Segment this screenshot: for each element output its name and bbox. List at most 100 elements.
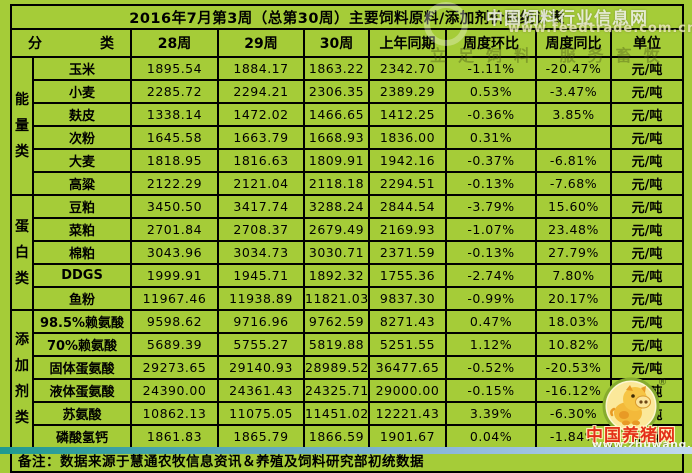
price-week28: 1861.83	[130, 424, 219, 449]
change-wow: 0.47%	[445, 309, 537, 334]
price-week30: 5819.88	[303, 332, 370, 357]
table-row: 70%赖氨酸 5689.39 5755.27 5819.88 5251.55 1.12% 1…	[11, 332, 685, 357]
row-name: 高粱	[32, 171, 132, 196]
price-week30: 1668.93	[303, 125, 370, 150]
price-week29: 1663.79	[217, 125, 305, 150]
price-prev-year: 29000.00	[368, 378, 447, 403]
price-week28: 3450.50	[130, 194, 219, 219]
price-week30: 11821.03	[303, 286, 370, 311]
unit-cell: 元/吨	[609, 309, 685, 334]
price-prev-year: 1755.36	[368, 263, 447, 288]
price-week30: 2679.49	[303, 217, 370, 242]
price-week29: 1884.17	[217, 56, 305, 81]
price-prev-year: 2342.70	[368, 56, 447, 81]
unit-cell: 元/吨	[609, 171, 685, 196]
row-name: 玉米	[32, 56, 132, 81]
price-prev-year: 2371.59	[368, 240, 447, 265]
change-wow: -2.74%	[445, 263, 537, 288]
table-row: 小麦 2285.72 2294.21 2306.35 2389.29 0.53% -3.47…	[11, 79, 685, 104]
row-name: 98.5%赖氨酸	[32, 309, 132, 334]
price-prev-year: 1412.25	[368, 102, 447, 127]
price-prev-year: 1942.16	[368, 148, 447, 173]
column-header-yoy: 周度同比	[535, 28, 612, 58]
price-prev-year: 2169.93	[368, 217, 447, 242]
price-week29: 1816.63	[217, 148, 305, 173]
unit-cell: 元/吨	[609, 125, 685, 150]
row-name: 次粉	[32, 125, 132, 150]
price-week30: 3288.24	[303, 194, 370, 219]
change-yoy: 27.79%	[535, 240, 612, 265]
price-prev-year: 36477.65	[368, 355, 447, 380]
change-wow: -0.99%	[445, 286, 537, 311]
price-week28: 10862.13	[130, 401, 219, 426]
unit-cell: 元/吨	[609, 102, 685, 127]
change-yoy: -7.68%	[535, 171, 612, 196]
table-row: 添加剂类 98.5%赖氨酸 9598.62 9716.96 9762.59 8271.43…	[10, 309, 685, 449]
price-week30: 24325.71	[303, 378, 370, 403]
unit-cell: 元/吨	[609, 263, 685, 288]
unit-cell: 元/吨	[609, 148, 685, 173]
column-header-prev-year: 上年同期	[368, 28, 447, 58]
price-prev-year: 1901.67	[368, 424, 447, 449]
unit-cell: 元/吨	[609, 332, 685, 357]
table-row: 磷酸氢钙 1861.83 1865.79 1866.59 1901.67 0.04% -1.…	[11, 424, 685, 449]
change-wow: -3.79%	[445, 194, 537, 219]
registered-mark: ®	[658, 378, 667, 388]
unit-cell: 元/吨	[609, 217, 685, 242]
price-week30: 1863.22	[303, 56, 370, 81]
price-table-body: 能量类玉米 1895.54 1884.17 1863.22 2342.70 -1.11% -…	[10, 56, 685, 449]
change-wow: -0.37%	[445, 148, 537, 173]
price-week29: 3034.73	[217, 240, 305, 265]
unit-cell: 元/吨	[609, 56, 685, 81]
change-yoy: -16.12%	[535, 378, 612, 403]
price-week28: 2285.72	[130, 79, 219, 104]
change-yoy: 20.17%	[535, 286, 612, 311]
group-label: 添加剂类	[10, 309, 34, 449]
change-yoy: 10.82%	[535, 332, 612, 357]
unit-cell: 元/吨	[609, 194, 685, 219]
column-header-week29: 29周	[217, 28, 305, 58]
price-week29: 11938.89	[217, 286, 305, 311]
price-week30: 1866.59	[303, 424, 370, 449]
table-row: 能量类玉米 1895.54 1884.17 1863.22 2342.70 -1.11% -…	[10, 56, 685, 196]
price-week30: 2306.35	[303, 79, 370, 104]
change-wow: 0.04%	[445, 424, 537, 449]
change-wow: 3.39%	[445, 401, 537, 426]
price-prev-year: 5251.55	[368, 332, 447, 357]
pig-mascot-icon	[602, 377, 660, 435]
price-week28: 29273.65	[130, 355, 219, 380]
change-wow: -0.13%	[445, 240, 537, 265]
column-header-week28: 28周	[130, 28, 219, 58]
price-week28: 9598.62	[130, 309, 219, 334]
price-week28: 1999.91	[130, 263, 219, 288]
change-yoy: -20.47%	[535, 56, 612, 81]
column-header-category: 分 类	[10, 28, 132, 58]
unit-cell: 元/吨	[609, 355, 685, 380]
price-prev-year: 12221.43	[368, 401, 447, 426]
row-name: 大麦	[32, 148, 132, 173]
row-name: 鱼粉	[32, 286, 132, 311]
price-week29: 3417.74	[217, 194, 305, 219]
zhuwang-watermark-title: 中国养猪网	[586, 426, 676, 446]
row-name: 70%赖氨酸	[32, 332, 132, 357]
change-yoy: 18.03%	[535, 309, 612, 334]
group-label: 蛋白类	[10, 194, 34, 311]
table-title: 2016年7月第3周（总第30周）主要饲料原料/添加剂价格统计表	[9, 4, 685, 30]
category-header-right: 类	[100, 36, 114, 52]
price-prev-year: 8271.43	[368, 309, 447, 334]
column-header-week30: 30周	[303, 28, 370, 58]
price-prev-year: 2389.29	[368, 79, 447, 104]
price-week30: 11451.02	[303, 401, 370, 426]
table-row: DDGS 1999.91 1945.71 1892.32 1755.36 -2.74% 7.…	[11, 263, 685, 288]
change-yoy: 3.85%	[535, 102, 612, 127]
price-week30: 3030.71	[303, 240, 370, 265]
price-week28: 11967.46	[130, 286, 219, 311]
price-week28: 1645.58	[130, 125, 219, 150]
table-row: 高粱 2122.29 2121.04 2118.18 2294.51 -0.13% -7.6…	[11, 171, 685, 196]
price-week29: 2294.21	[217, 79, 305, 104]
change-yoy: -20.53%	[535, 355, 612, 380]
table-row: 棉粕 3043.96 3034.73 3030.71 2371.59 -0.13% 27.7…	[11, 240, 685, 265]
change-wow: -1.07%	[445, 217, 537, 242]
row-name: 菜粕	[32, 217, 132, 242]
price-week30: 1809.91	[303, 148, 370, 173]
